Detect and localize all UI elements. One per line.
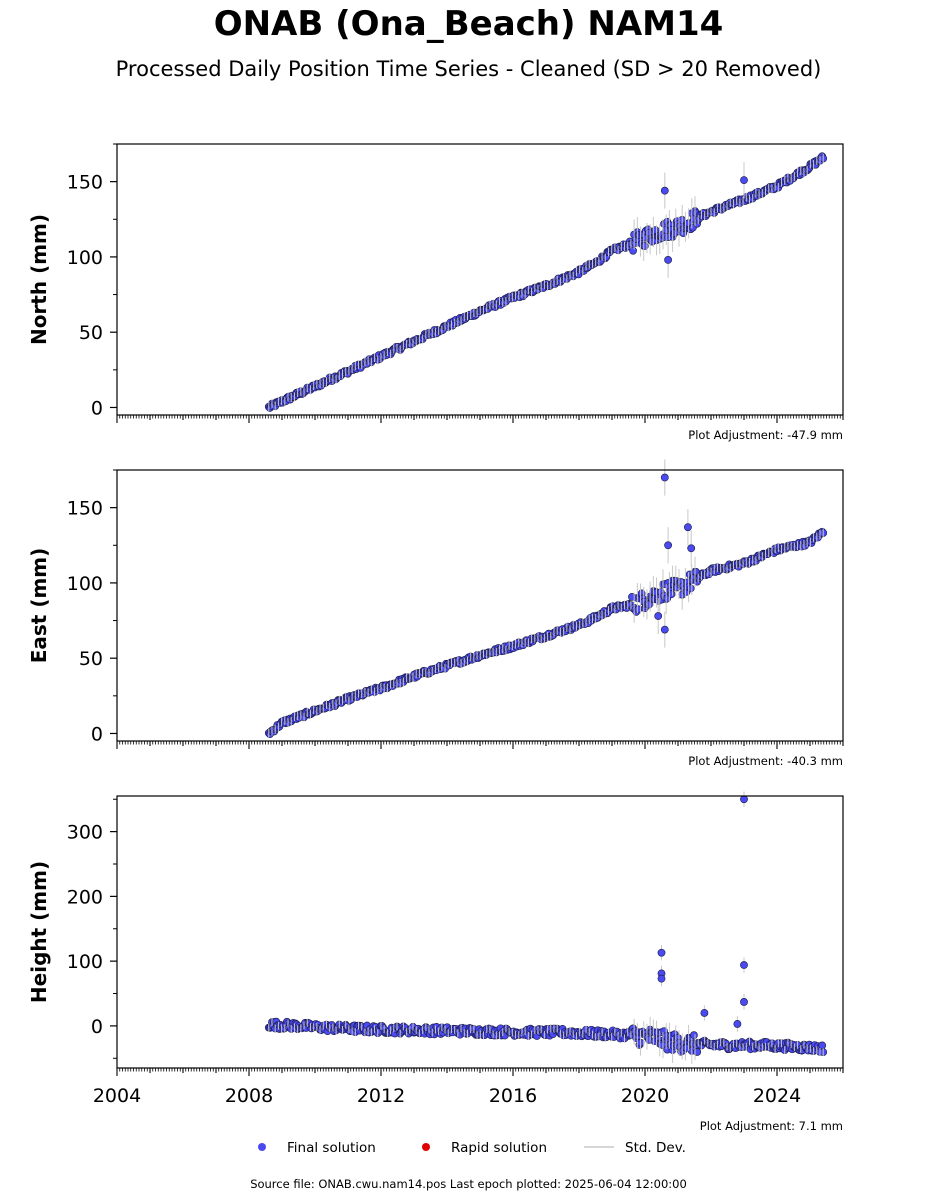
data-point <box>690 1031 698 1040</box>
y-axis-label: North (mm) <box>27 214 51 345</box>
y-axis-label: Height (mm) <box>27 861 51 1003</box>
data-point <box>629 246 637 255</box>
data-point-outlier <box>654 612 663 620</box>
x-tick-label: 2016 <box>489 1085 537 1107</box>
data-point-outlier <box>740 176 748 185</box>
x-tick-label: 2004 <box>93 1085 141 1107</box>
data-point-outlier <box>660 186 669 195</box>
legend-final-swatch <box>258 1143 266 1151</box>
subplot-2: 0 50 100 150 East (mm) Plot Adjustment: -40.3… <box>27 459 844 768</box>
data-point-outlier <box>657 974 666 983</box>
final-solution-cloud <box>264 1017 828 1057</box>
subplot-3: 0 100 200 300 Height (mm) 2004 2008 2012 2016 202… <box>27 791 844 1133</box>
data-point-outlier <box>684 523 692 532</box>
axes-frame <box>116 469 844 742</box>
legend: Final solution Rapid solution Std. Dev. <box>258 1140 686 1156</box>
y-tick-label: 0 <box>91 397 103 419</box>
chart-subtitle: Processed Daily Position Time Series - C… <box>115 57 822 81</box>
data-point-outlier <box>660 473 669 482</box>
y-tick-label: 50 <box>79 648 103 670</box>
y-tick-label: 150 <box>67 172 103 194</box>
data-point-outlier <box>740 998 748 1006</box>
legend-rapid-swatch <box>422 1143 430 1151</box>
data-point-outlier <box>740 961 748 969</box>
plot-adjustment: Plot Adjustment: -40.3 mm <box>688 754 843 768</box>
y-tick-label: 0 <box>91 1016 103 1038</box>
source-footer: Source file: ONAB.cwu.nam14.pos Last epo… <box>250 1177 687 1191</box>
data-point <box>818 1041 827 1050</box>
data-point-outlier <box>664 541 672 550</box>
legend-label: Std. Dev. <box>625 1140 686 1156</box>
plot-adjustment: Plot Adjustment: -47.9 mm <box>688 428 843 442</box>
axes-frame <box>116 143 844 416</box>
subplot-1: 0 50 100 150 North (mm) Plot Adjustment: -47.… <box>27 143 844 442</box>
x-tick-label: 2024 <box>753 1085 801 1107</box>
data-point-outlier <box>687 544 696 553</box>
y-tick-label: 200 <box>67 886 103 908</box>
data-point-outlier <box>657 948 666 957</box>
x-tick-label: 2020 <box>621 1085 669 1107</box>
final-solution-cloud <box>264 527 828 739</box>
legend-label: Final solution <box>287 1140 376 1156</box>
chart-title: ONAB (Ona_Beach) NAM14 <box>213 4 724 44</box>
data-point-outlier <box>664 256 672 264</box>
y-tick-label: 100 <box>67 247 103 269</box>
y-tick-label: 150 <box>67 498 103 520</box>
y-tick-label: 100 <box>67 573 103 595</box>
data-point-outlier <box>733 1020 742 1028</box>
data-point-outlier <box>700 1009 709 1017</box>
y-tick-label: 0 <box>91 723 103 745</box>
data-point-outlier <box>660 625 669 634</box>
plot-adjustment: Plot Adjustment: 7.1 mm <box>700 1119 843 1133</box>
stddev-bars <box>268 153 824 412</box>
x-tick-label: 2008 <box>225 1085 273 1107</box>
y-tick-label: 300 <box>67 822 103 844</box>
y-tick-label: 100 <box>67 951 103 973</box>
data-point-outlier <box>740 795 748 804</box>
y-tick-label: 50 <box>79 322 103 344</box>
final-solution-cloud <box>264 152 828 412</box>
x-tick-label: 2012 <box>357 1085 405 1107</box>
legend-label: Rapid solution <box>451 1140 547 1156</box>
y-axis-label: East (mm) <box>27 548 51 664</box>
stddev-bars <box>268 459 824 738</box>
